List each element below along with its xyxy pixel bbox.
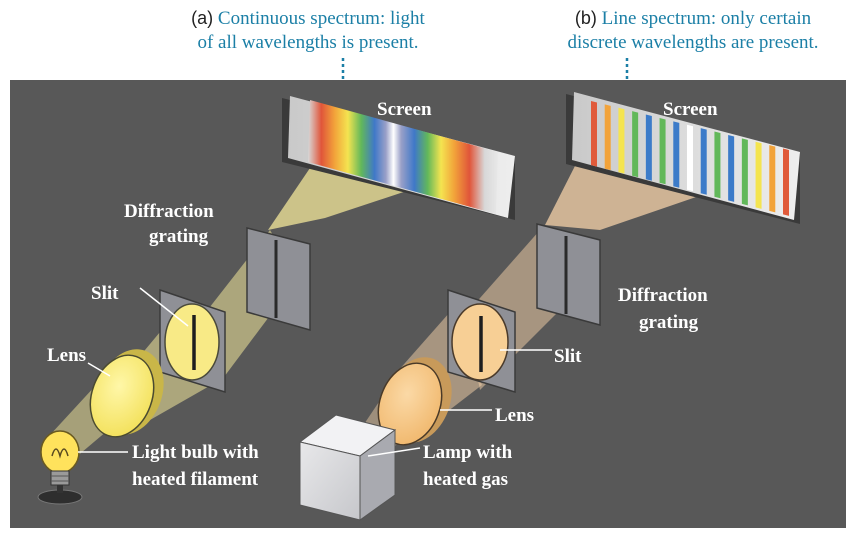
lens-b: [377, 357, 452, 446]
lens-a: [89, 349, 164, 438]
panel-b: Screen Diffraction grating Slit Lens Lam…: [298, 92, 800, 521]
spectral-line: [755, 141, 762, 209]
spectrum-diagram: Screen Diffraction grating Slit Lens Lig…: [37, 92, 800, 521]
label-grating-a-2: grating: [149, 226, 209, 247]
diagram-stage: Screen Diffraction grating Slit Lens Lig…: [10, 80, 846, 528]
label-screen-b: Screen: [663, 99, 718, 120]
gas-lamp: [298, 414, 397, 521]
label-lens-a: Lens: [47, 345, 86, 366]
label-slit-b: Slit: [554, 346, 582, 367]
leader-lamp: [367, 447, 421, 457]
caption-b: (b) Line spectrum: only certain discrete…: [532, 6, 854, 55]
label-source-b-1: Lamp with: [423, 442, 513, 463]
spectral-line: [673, 121, 680, 188]
spectral-line: [645, 114, 652, 181]
label-screen-a: Screen: [377, 99, 432, 120]
spectral-line: [769, 145, 776, 213]
caption-a-line2: of all wavelengths is present.: [197, 32, 419, 53]
spectral-line: [687, 124, 693, 192]
caption-a-letter: (a): [191, 8, 214, 28]
light-bulb: [37, 430, 83, 505]
label-source-a-1: Light bulb with: [132, 442, 259, 463]
grating-b: [536, 223, 601, 326]
caption-b-line2: discrete wavelengths are present.: [567, 32, 819, 53]
screen-a: [282, 96, 515, 220]
spectral-line: [714, 131, 721, 199]
filament: [51, 448, 69, 459]
spectral-line: [604, 104, 611, 171]
caption-b-letter: (b): [574, 8, 597, 28]
label-grating-b-2: grating: [639, 312, 699, 333]
spectral-line: [728, 134, 735, 202]
line-spectrum: [591, 100, 789, 216]
spectral-line: [659, 117, 666, 185]
continuous-spectrum: [308, 100, 498, 214]
caption-a: (a) Continuous spectrum: light of all wa…: [148, 6, 468, 55]
label-slit-a: Slit: [91, 283, 119, 304]
label-grating-a-1: Diffraction: [124, 201, 214, 222]
slit-plate-b: [447, 288, 516, 394]
slit-a-opening: [164, 303, 220, 381]
label-source-a-2: heated filament: [132, 469, 259, 490]
spectral-line: [618, 107, 625, 174]
grating-a: [246, 227, 311, 331]
panel-a: Screen Diffraction grating Slit Lens Lig…: [37, 96, 515, 505]
label-lens-b: Lens: [495, 405, 534, 426]
spectral-line: [783, 148, 789, 216]
caption-a-line1: (a) Continuous spectrum: light: [191, 8, 425, 29]
spectral-line: [741, 138, 748, 206]
label-source-b-2: heated gas: [423, 469, 508, 490]
label-grating-b-1: Diffraction: [618, 285, 708, 306]
slit-plate-a: [159, 288, 226, 394]
spectral-line: [591, 100, 597, 167]
leader-lens-a: [87, 362, 111, 377]
leader-slit-a: [139, 287, 189, 327]
screen-b: [566, 92, 800, 224]
caption-b-line1: (b) Line spectrum: only certain: [574, 8, 812, 29]
spectral-line: [632, 111, 639, 178]
spectral-line: [700, 128, 707, 195]
